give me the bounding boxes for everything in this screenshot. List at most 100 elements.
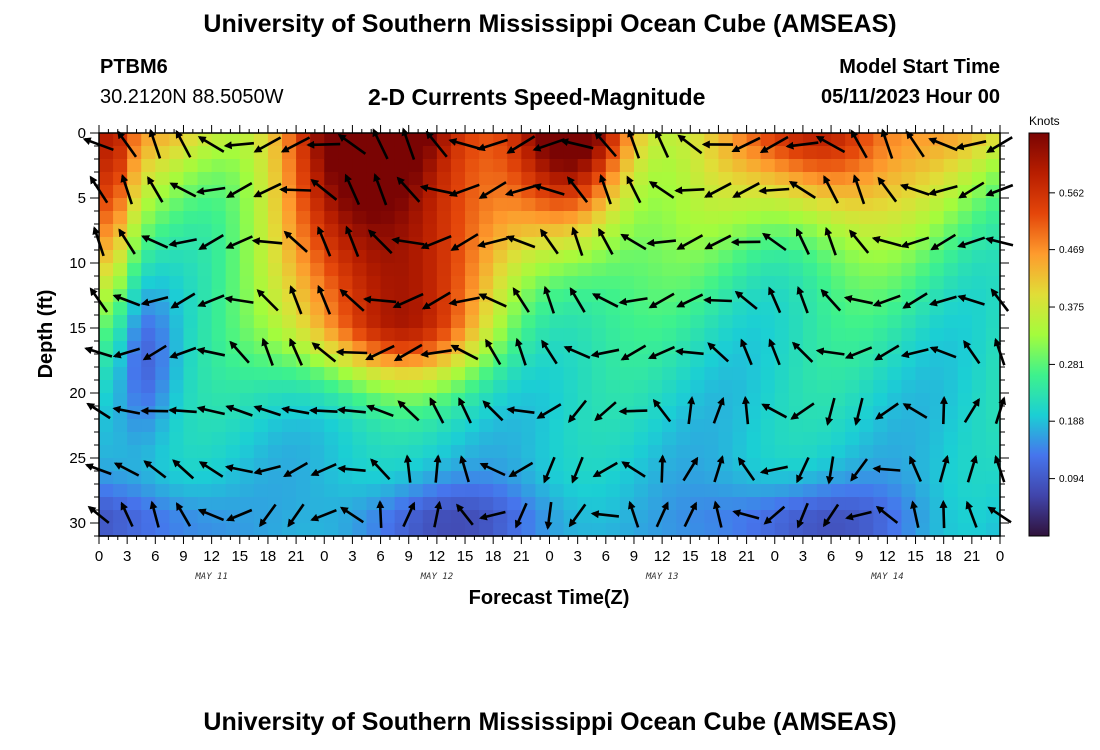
- heatmap-cell: [985, 224, 1001, 238]
- heatmap-cell: [267, 328, 283, 342]
- heatmap-cell: [324, 237, 340, 251]
- heatmap-cell: [732, 419, 748, 433]
- heatmap-cell: [366, 471, 382, 485]
- heatmap-cell: [760, 250, 776, 264]
- heatmap-cell: [690, 146, 706, 160]
- heatmap-cell: [690, 380, 706, 394]
- heatmap-cell: [760, 432, 776, 446]
- heatmap-cell: [774, 237, 790, 251]
- heatmap-cell: [957, 419, 973, 433]
- heatmap-cell: [915, 133, 931, 147]
- heatmap-cell: [535, 458, 551, 472]
- heatmap-cell: [127, 445, 142, 459]
- heatmap-cell: [394, 380, 410, 394]
- heatmap-cell: [605, 276, 621, 290]
- heatmap-cell: [718, 419, 734, 433]
- heatmap-cell: [577, 133, 593, 147]
- heatmap-cell: [479, 276, 494, 290]
- heatmap-cell: [465, 302, 480, 316]
- heatmap-cell: [929, 172, 945, 186]
- heatmap-cell: [296, 276, 311, 290]
- heatmap-cell: [211, 198, 227, 212]
- heatmap-cell: [310, 497, 325, 511]
- heatmap-cell: [985, 523, 1001, 537]
- heatmap-cell: [929, 393, 945, 407]
- heatmap-cell: [549, 432, 565, 446]
- heatmap-cell: [253, 237, 269, 251]
- heatmap-cell: [648, 497, 663, 511]
- heatmap-cell: [591, 393, 607, 407]
- heatmap-cell: [774, 367, 790, 381]
- heatmap-cell: [113, 380, 128, 394]
- heatmap-cell: [127, 497, 142, 511]
- heatmap-cell: [324, 406, 340, 420]
- current-vector: [532, 183, 565, 196]
- heatmap-cell: [859, 471, 874, 485]
- heatmap-cell: [422, 510, 438, 524]
- heatmap-cell: [141, 146, 157, 160]
- heatmap-cell: [99, 419, 114, 433]
- heatmap-cell: [507, 198, 523, 212]
- x-tick-label: 3: [123, 548, 131, 565]
- heatmap-cell: [127, 432, 142, 446]
- heatmap-cell: [422, 198, 438, 212]
- heatmap-cell: [718, 380, 734, 394]
- heatmap-cell: [479, 211, 494, 225]
- heatmap-cell: [802, 289, 818, 303]
- heatmap-cell: [197, 315, 213, 329]
- heatmap-cell: [816, 380, 832, 394]
- heatmap-cell: [985, 432, 1001, 446]
- colorbar: [1028, 132, 1050, 537]
- heatmap-cell: [971, 224, 987, 238]
- heatmap-cell: [887, 458, 903, 472]
- heatmap-cell: [732, 484, 748, 498]
- heatmap-cell: [113, 510, 128, 524]
- heatmap-cell: [507, 354, 523, 368]
- current-vector: [929, 346, 957, 359]
- heatmap-cell: [380, 419, 396, 433]
- heatmap-cell: [507, 367, 523, 381]
- heatmap-cell: [746, 445, 762, 459]
- heatmap-cell: [648, 458, 663, 472]
- heatmap-cell: [211, 302, 227, 316]
- current-vector: [930, 233, 957, 251]
- y-tick-label: 30: [69, 515, 86, 532]
- heatmap-cell: [352, 484, 368, 498]
- heatmap-cell: [549, 315, 565, 329]
- heatmap-cell: [380, 432, 396, 446]
- heatmap-cell: [422, 276, 438, 290]
- heatmap-cell: [662, 510, 677, 524]
- heatmap-cell: [310, 354, 325, 368]
- heatmap-cell: [394, 341, 410, 355]
- current-vector: [402, 501, 416, 528]
- heatmap-cell: [915, 497, 931, 511]
- heatmap-cell: [422, 354, 438, 368]
- heatmap-cell: [563, 185, 579, 199]
- heatmap-cell: [479, 198, 494, 212]
- heatmap-cell: [267, 250, 283, 264]
- heatmap-cell: [338, 432, 354, 446]
- heatmap-cell: [450, 419, 466, 433]
- colorbar-tick-label: 0.562: [1059, 188, 1084, 199]
- heatmap-cell: [619, 211, 635, 225]
- heatmap-cell: [324, 185, 340, 199]
- heatmap-cell: [859, 211, 874, 225]
- heatmap-cell: [690, 302, 706, 316]
- current-vector: [283, 461, 309, 478]
- heatmap-cell: [155, 432, 171, 446]
- current-vector: [169, 346, 197, 359]
- heatmap-cell: [591, 315, 607, 329]
- current-vector: [815, 347, 845, 356]
- heatmap-cell: [197, 224, 213, 238]
- heatmap-cell: [155, 497, 171, 511]
- heatmap-cell: [985, 133, 1001, 147]
- heatmap-cell: [211, 315, 227, 329]
- heatmap-cell: [591, 523, 607, 537]
- heatmap-cell: [422, 419, 438, 433]
- heatmap-cell: [619, 523, 635, 537]
- heatmap-cell: [507, 276, 523, 290]
- heatmap-cell: [718, 315, 734, 329]
- heatmap-cell: [127, 250, 142, 264]
- heatmap-cell: [225, 328, 241, 342]
- heatmap-cell: [296, 159, 311, 173]
